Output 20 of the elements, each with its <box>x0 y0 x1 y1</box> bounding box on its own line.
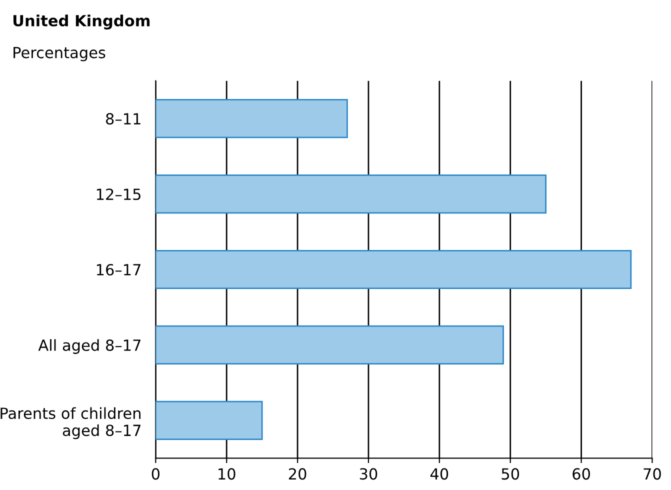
bar <box>156 174 547 214</box>
x-tick-label: 40 <box>430 468 448 480</box>
x-tick-label: 10 <box>218 468 236 480</box>
x-tick-label: 0 <box>152 468 160 480</box>
y-tick-label: 8–11 <box>106 113 140 125</box>
y-tick-label: 16–17 <box>96 264 140 276</box>
chart-title: United Kingdom <box>13 14 150 30</box>
y-tick-label: All aged 8–17 <box>38 339 140 354</box>
bar <box>156 250 632 290</box>
x-tick-label: 30 <box>360 468 378 480</box>
chart-subtitle: Percentages <box>14 46 106 62</box>
bar <box>156 400 263 440</box>
x-tick-label: 50 <box>502 468 520 480</box>
x-tick-label: 60 <box>572 468 590 480</box>
x-tick-label: 20 <box>288 468 306 480</box>
bar <box>156 99 348 138</box>
bar <box>156 325 504 365</box>
y-tick-label: Parents of children aged 8–17 <box>0 407 140 440</box>
y-tick-label: 12–15 <box>96 188 140 200</box>
x-tick-label: 70 <box>644 468 661 480</box>
